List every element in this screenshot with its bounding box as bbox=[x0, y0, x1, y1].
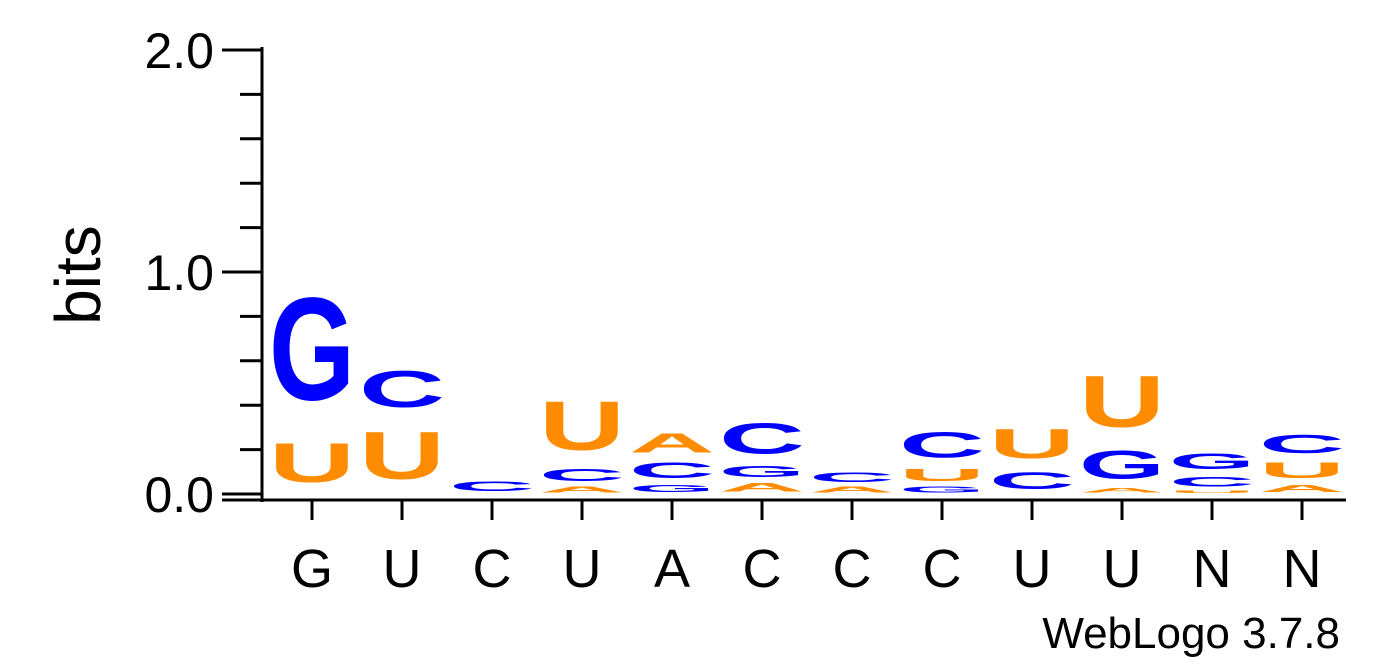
x-tick-label: A bbox=[654, 539, 690, 599]
logo-letter-c: C bbox=[629, 459, 715, 483]
logo-letter-a: A bbox=[1079, 487, 1165, 494]
axes bbox=[222, 47, 1346, 502]
logo-letter-c: C bbox=[359, 361, 445, 418]
x-tick-label: C bbox=[833, 539, 872, 599]
logo-letter-u: U bbox=[989, 420, 1075, 467]
logo-letter-u: U bbox=[269, 432, 355, 494]
logo-letter-g: G bbox=[1169, 450, 1255, 474]
logo-letter-u: U bbox=[539, 387, 625, 465]
x-tick-label: N bbox=[1193, 539, 1232, 599]
y-tick-label: 2.0 bbox=[144, 23, 214, 79]
logo-letter-c: C bbox=[1169, 474, 1255, 490]
x-tick-label: C bbox=[473, 539, 512, 599]
x-tick-label: N bbox=[1283, 539, 1322, 599]
x-tick-label: U bbox=[383, 539, 422, 599]
x-tick-label: U bbox=[563, 539, 602, 599]
logo-letter-c: C bbox=[539, 465, 625, 485]
x-tick-label: C bbox=[743, 539, 782, 599]
logo-letter-g: G bbox=[719, 463, 805, 481]
logo-letter-a: A bbox=[629, 428, 715, 459]
logo-letter-c: C bbox=[809, 469, 895, 485]
y-axis-label: bits bbox=[42, 225, 114, 325]
logo-letter-u: U bbox=[899, 465, 985, 485]
x-tick-label: C bbox=[923, 539, 962, 599]
logo-letter-a: A bbox=[809, 485, 895, 494]
y-tick-label: 1.0 bbox=[144, 245, 214, 301]
logo-letter-u: U bbox=[1169, 490, 1255, 494]
logo-letter-c: C bbox=[449, 478, 535, 494]
logo-letter-g: G bbox=[629, 483, 715, 494]
logo-letter-c: C bbox=[989, 467, 1075, 494]
logo-letter-g: G bbox=[1079, 443, 1165, 487]
logo-letter-c: C bbox=[719, 414, 805, 463]
logo-letter-u: U bbox=[359, 418, 445, 494]
logo-letter-u: U bbox=[1259, 459, 1345, 483]
y-tick-label: 0.0 bbox=[144, 467, 214, 523]
x-tick-label: G bbox=[291, 539, 333, 599]
logo-letter-a: A bbox=[719, 481, 805, 494]
logo-letter-u: U bbox=[1079, 360, 1165, 442]
logo-letter-a: A bbox=[539, 485, 625, 494]
logo-letter-g: G bbox=[269, 266, 355, 431]
x-tick-label: U bbox=[1013, 539, 1052, 599]
logo-letter-g: G bbox=[899, 485, 985, 494]
y-ticks: 0.0 1.0 2.0 bbox=[144, 23, 262, 523]
weblogo-credit: WebLogo 3.7.8 bbox=[1042, 609, 1340, 658]
logo-letter-a: A bbox=[1259, 483, 1345, 494]
logo-letter-c: C bbox=[1259, 430, 1345, 459]
logo-letter-c: C bbox=[899, 425, 985, 465]
x-tick-label: U bbox=[1103, 539, 1142, 599]
